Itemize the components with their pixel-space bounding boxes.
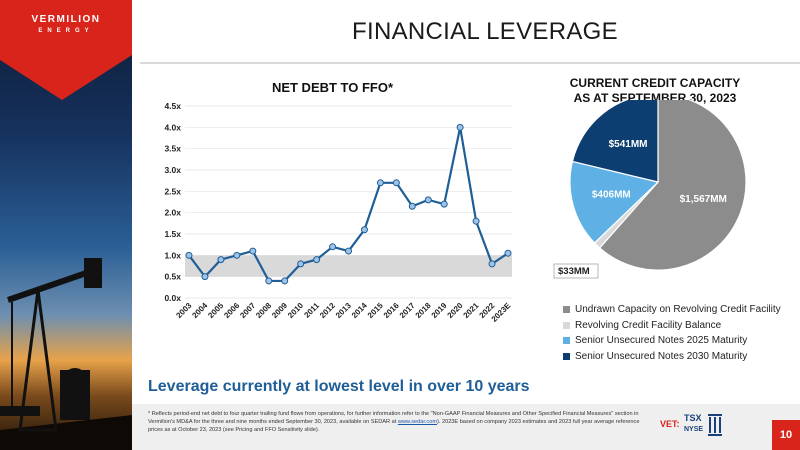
data-point <box>360 226 368 234</box>
data-point <box>345 247 352 255</box>
x-tick-label: 2003 <box>174 301 193 320</box>
y-tick-label: 4.0x <box>164 122 181 132</box>
x-tick-label: 2010 <box>286 301 305 320</box>
nyse-logo: NYSE <box>684 426 704 433</box>
data-point <box>281 277 289 285</box>
x-tick-label: 2006 <box>222 301 241 320</box>
legend-label: Senior Unsecured Notes 2030 Maturity <box>575 350 748 362</box>
data-point <box>329 243 337 251</box>
data-point <box>440 200 448 208</box>
x-tick-label: 2018 <box>414 301 433 320</box>
pie-chart-title-line: CURRENT CREDIT CAPACITY <box>569 76 741 90</box>
line-chart-title: NET DEBT TO FFO* <box>271 80 394 95</box>
slide-title: FINANCIAL LEVERAGE <box>352 18 618 45</box>
y-tick-label: 4.5x <box>164 101 181 111</box>
page-number: 10 <box>772 420 800 450</box>
legend-item: Senior Unsecured Notes 2030 Maturity <box>563 349 798 365</box>
legend-item: Undrawn Capacity on Revolving Credit Fac… <box>563 302 798 318</box>
x-tick-label: 2020 <box>446 301 465 320</box>
data-point <box>217 256 225 264</box>
x-tick-label: 2019 <box>430 301 449 320</box>
legend-swatch <box>563 337 570 345</box>
data-point <box>472 217 480 225</box>
x-tick-label: 2023E <box>490 301 513 324</box>
data-point <box>456 123 464 131</box>
y-tick-label: 3.0x <box>164 165 181 175</box>
data-point <box>488 260 496 268</box>
footer-bar <box>132 404 800 450</box>
slice-data-label: $406MM <box>592 190 631 201</box>
x-tick-label: 2013 <box>334 301 353 320</box>
sedar-link[interactable]: www.sedar.com <box>397 419 437 425</box>
pie-slice <box>598 100 747 271</box>
y-tick-label: 2.0x <box>164 208 181 218</box>
net-debt-line-chart: 0.0x 0.5x 1.0x 1.5x 2.0x 2.5x 3.0x 3.5x 4.0x 4.5x… <box>164 101 513 324</box>
y-tick-label: 3.5x <box>164 144 181 154</box>
slice-label-box <box>553 263 599 279</box>
data-point <box>297 260 305 268</box>
slice-data-label: $33MM <box>558 266 590 277</box>
y-tick-label: 1.0x <box>164 250 181 260</box>
footnote: * Reflects period-end net debt to four q… <box>148 410 648 434</box>
x-tick-label: 2004 <box>190 301 209 320</box>
x-tick-label: 2009 <box>270 301 289 320</box>
title-divider <box>140 62 800 64</box>
company-logo-subtitle: ENERGY <box>38 28 94 34</box>
y-tick-label: 1.5x <box>164 229 181 239</box>
data-point <box>424 196 432 204</box>
leverage-range-band <box>185 255 512 277</box>
legend-label: Undrawn Capacity on Revolving Credit Fac… <box>575 304 781 316</box>
pie-slice <box>571 100 659 183</box>
data-point <box>233 251 241 259</box>
x-tick-label: 2008 <box>254 301 273 320</box>
legend-swatch <box>563 321 570 329</box>
legend-swatch <box>563 352 570 360</box>
tsx-logo: TSX <box>684 413 702 423</box>
company-logo: VERMILION <box>31 14 101 25</box>
data-point <box>265 277 273 285</box>
x-tick-label: 2012 <box>318 301 337 320</box>
x-tick-label: 2014 <box>350 301 369 320</box>
credit-capacity-pie-chart: $1,567MM $33MM $406MM $541MM <box>553 100 747 279</box>
nyse-columns-icon <box>708 414 722 436</box>
data-point <box>313 256 321 264</box>
x-tick-label: 2016 <box>382 301 401 320</box>
y-tick-label: 2.5x <box>164 186 181 196</box>
data-point <box>249 247 257 255</box>
legend-item: Revolving Credit Facility Balance <box>563 318 798 334</box>
data-point <box>185 251 193 259</box>
x-tick-label: 2007 <box>238 301 257 320</box>
legend-item: Senior Unsecured Notes 2025 Maturity <box>563 333 798 349</box>
footnote-text-end: ). 2023E based on company 2023 estimates… <box>148 419 640 433</box>
data-point <box>376 179 384 187</box>
x-tick-label: 2017 <box>398 301 417 320</box>
pie-legend: Undrawn Capacity on Revolving Credit Fac… <box>563 302 798 364</box>
legend-swatch <box>563 306 570 314</box>
y-tick-label: 0.5x <box>164 272 181 282</box>
data-point <box>201 273 209 281</box>
legend-label: Senior Unsecured Notes 2025 Maturity <box>575 335 748 347</box>
pumpjack-silhouette <box>0 258 132 450</box>
slice-data-label: $1,567MM <box>680 194 727 205</box>
pie-slice <box>569 160 660 244</box>
red-corner-shape <box>0 0 132 100</box>
pie-chart-subtitle: AS AT SEPTEMBER 30, 2023 <box>573 91 737 105</box>
x-tick-label: 2015 <box>366 301 385 320</box>
data-point <box>504 249 512 257</box>
x-tick-label: 2011 <box>302 301 321 320</box>
pie-chart-title: CURRENT CREDIT CAPACITY AS AT SEPTEMBER … <box>550 76 760 106</box>
x-tick-label: 2021 <box>462 301 481 320</box>
slice-data-label: $541MM <box>609 139 648 150</box>
ticker-symbol: VET: <box>660 419 680 429</box>
tagline: Leverage currently at lowest level in ov… <box>148 378 530 395</box>
legend-label: Revolving Credit Facility Balance <box>575 319 722 331</box>
data-point <box>408 202 416 210</box>
y-tick-label: 0.0x <box>164 293 181 303</box>
x-tick-label: 2005 <box>206 301 225 320</box>
footnote-text: * Reflects period-end net debt to four q… <box>148 411 639 425</box>
data-point <box>392 179 400 187</box>
